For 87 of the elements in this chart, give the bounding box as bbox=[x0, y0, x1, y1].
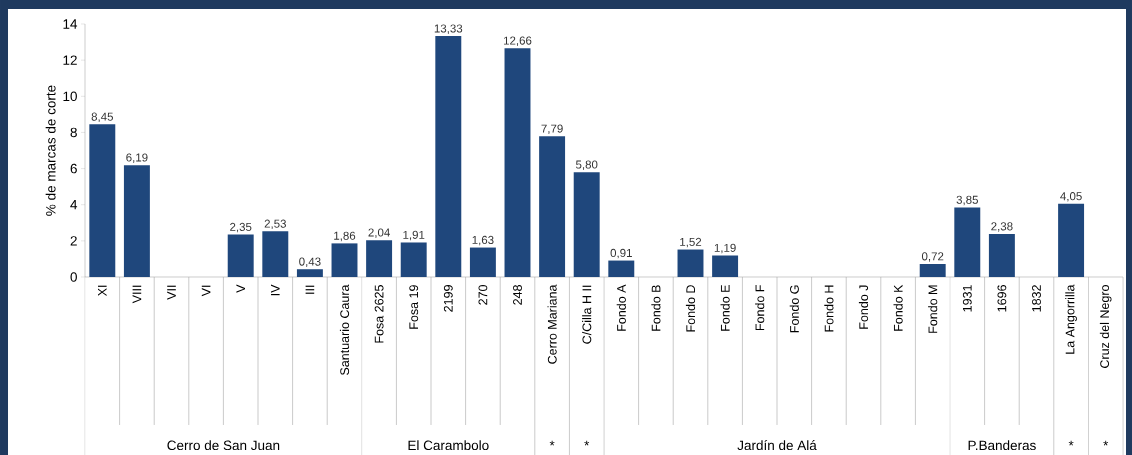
x-tick-label: VIII bbox=[132, 285, 142, 304]
y-tick-label: 6 bbox=[70, 163, 77, 174]
x-tick-label: Fondo G bbox=[789, 285, 799, 333]
data-label: 6,19 bbox=[126, 153, 148, 163]
x-tick-label: 2199 bbox=[443, 284, 453, 312]
data-label: 5,80 bbox=[575, 160, 598, 170]
bar bbox=[988, 233, 1015, 277]
y-tick-label: 14 bbox=[63, 19, 78, 29]
bar bbox=[227, 234, 254, 277]
x-tick-label: Fondo H bbox=[824, 285, 834, 332]
bar bbox=[296, 269, 323, 277]
data-label: 2,35 bbox=[230, 222, 252, 233]
y-tick-label: 2 bbox=[70, 236, 77, 246]
x-tick-label: Fondo B bbox=[651, 285, 661, 331]
x-tick-label: Cerro Mariana bbox=[547, 284, 557, 364]
bar bbox=[608, 260, 635, 277]
x-tick-label: V bbox=[236, 284, 245, 293]
bar bbox=[262, 231, 289, 277]
text: P.Banderas bbox=[968, 440, 1036, 450]
y-axis-title: % de marcas de corte bbox=[45, 85, 56, 216]
x-tick-label: IV bbox=[271, 284, 280, 296]
y-tick-label: 10 bbox=[63, 91, 77, 101]
data-label: 13,33 bbox=[434, 24, 463, 34]
bar bbox=[712, 255, 739, 277]
data-label: 1,19 bbox=[714, 243, 736, 254]
data-label: 2,38 bbox=[991, 222, 1013, 232]
x-tick-label: 270 bbox=[478, 284, 488, 305]
x-tick-label: Fondo D bbox=[685, 285, 696, 332]
data-label: 12,66 bbox=[503, 36, 532, 46]
x-tick-label: 1931 bbox=[962, 285, 972, 312]
x-tick-label: Fondo F bbox=[755, 284, 765, 330]
x-tick-label: C/Cilla H II bbox=[582, 285, 592, 344]
bar bbox=[539, 136, 566, 277]
bar bbox=[469, 247, 496, 277]
bar bbox=[366, 239, 393, 277]
bar bbox=[954, 207, 981, 277]
bar bbox=[919, 263, 946, 277]
data-label: 7,79 bbox=[541, 124, 563, 134]
text: Cerro de San Juan bbox=[167, 440, 280, 450]
data-label: 1,91 bbox=[403, 230, 425, 241]
x-tick-label: XI bbox=[98, 285, 107, 296]
bar bbox=[400, 242, 427, 277]
data-label: 4,05 bbox=[1060, 191, 1082, 202]
x-tick-label: Santuario Caura bbox=[339, 284, 350, 375]
data-label: 0,72 bbox=[921, 252, 944, 262]
text: Jardín de Alá bbox=[737, 439, 817, 450]
text: * bbox=[584, 440, 590, 446]
bar bbox=[677, 249, 704, 277]
x-tick-label: Fondo A bbox=[616, 284, 626, 331]
y-tick-label: 4 bbox=[70, 199, 78, 210]
x-tick-label: Fosa 19 bbox=[409, 284, 419, 329]
bar bbox=[573, 172, 600, 277]
data-label: 2,04 bbox=[368, 228, 390, 238]
x-tick-label: VII bbox=[167, 285, 176, 300]
data-label: 1,63 bbox=[472, 235, 494, 246]
y-tick-label: 12 bbox=[63, 55, 77, 65]
y-tick-label: 8 bbox=[70, 127, 77, 138]
x-tick-label: Cruz del Negro bbox=[1099, 284, 1112, 368]
data-label: 0,43 bbox=[299, 257, 321, 267]
y-tick-label: 0 bbox=[70, 272, 77, 282]
bar bbox=[123, 164, 150, 277]
bar bbox=[89, 124, 116, 277]
x-tick-label: 1832 bbox=[1032, 285, 1041, 312]
text: * bbox=[549, 440, 555, 446]
text: * bbox=[1103, 440, 1109, 446]
x-tick-label: Fondo K bbox=[893, 284, 903, 331]
data-label: 3,85 bbox=[956, 195, 978, 206]
data-label: 8,45 bbox=[91, 112, 114, 122]
data-label: 0,91 bbox=[610, 248, 632, 259]
x-tick-label: La Angorrilla bbox=[1065, 284, 1077, 354]
x-tick-label: 248 bbox=[513, 284, 522, 305]
bar bbox=[435, 35, 462, 277]
text: * bbox=[1068, 440, 1074, 446]
data-label: 1,86 bbox=[334, 231, 356, 242]
data-label: 1,52 bbox=[680, 237, 702, 248]
x-tick-label: VI bbox=[201, 285, 211, 297]
x-tick-label: Fondo M bbox=[928, 285, 938, 333]
text: El Carambolo bbox=[408, 440, 489, 450]
x-tick-label: Fosa 2625 bbox=[374, 284, 384, 343]
x-tick-label: Fondo J bbox=[858, 285, 869, 329]
x-tick-label: 1696 bbox=[997, 284, 1007, 312]
bar bbox=[1058, 203, 1085, 277]
bar bbox=[331, 243, 358, 277]
x-tick-label: III bbox=[305, 285, 315, 294]
data-label: 2,53 bbox=[264, 219, 286, 229]
x-tick-label: Fondo E bbox=[720, 284, 730, 331]
bar bbox=[504, 48, 531, 277]
